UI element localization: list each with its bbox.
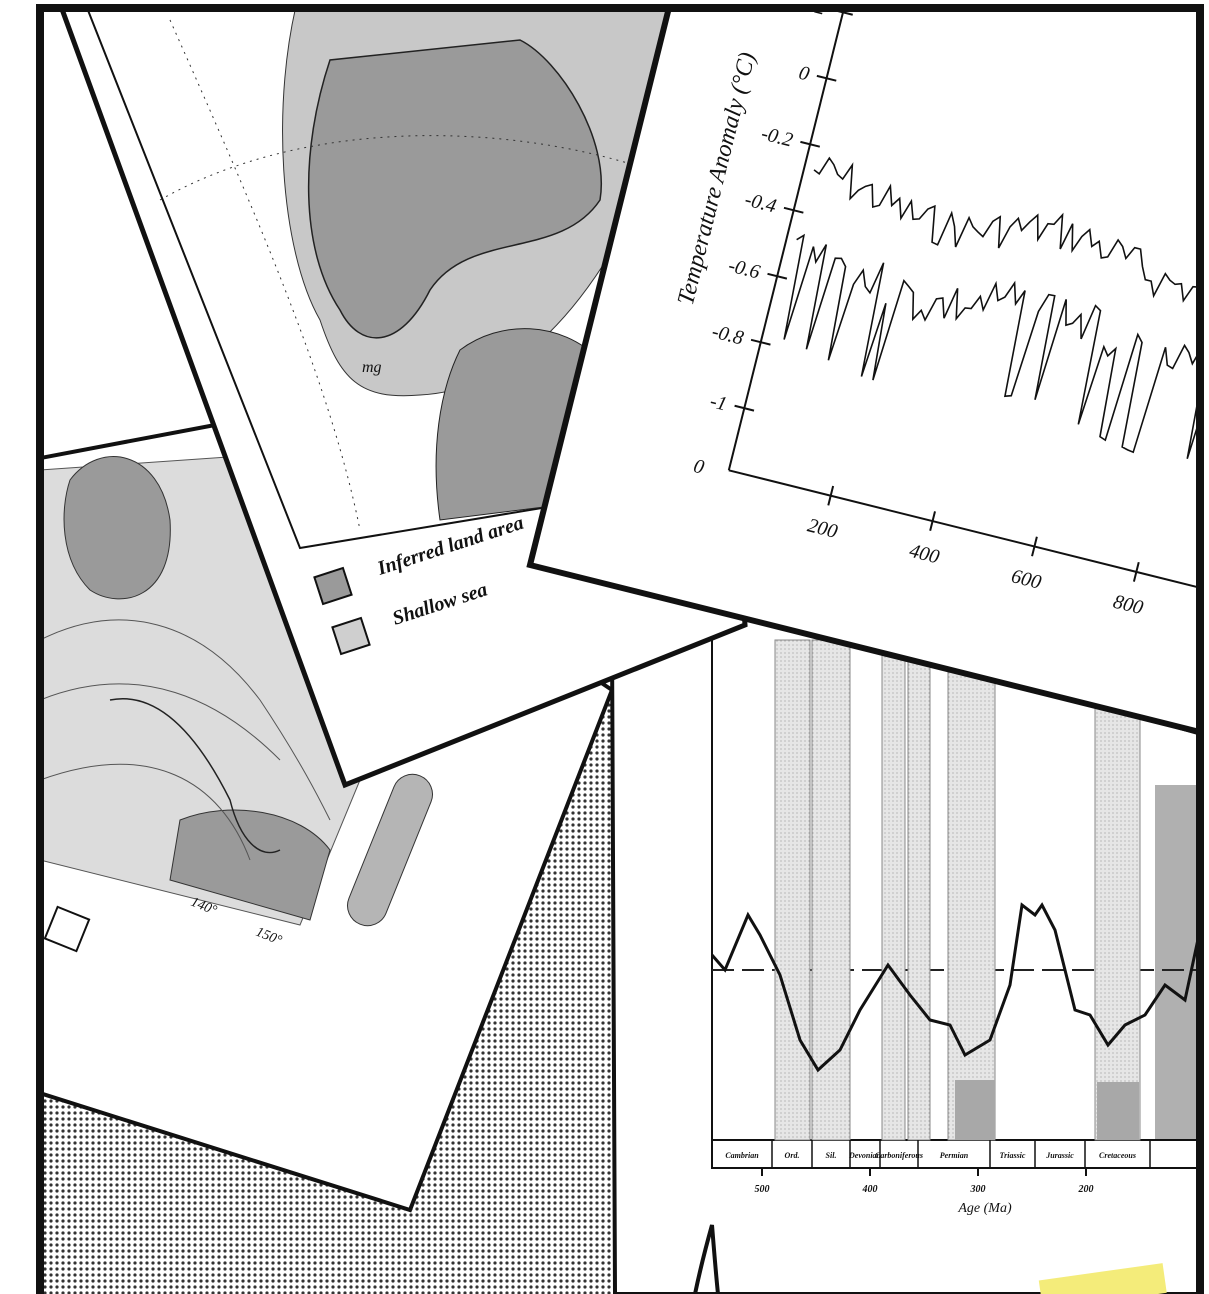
x-axis-label: Age (Ma) (957, 1201, 1012, 1216)
stripe (948, 640, 995, 1140)
x-tick-label: 400 (862, 1184, 878, 1195)
period-label: Jurassic (1045, 1151, 1074, 1160)
shading (955, 1080, 995, 1140)
period-label: Ord. (785, 1151, 800, 1160)
x-tick-label: 300 (970, 1184, 986, 1195)
stripe (908, 640, 930, 1140)
stripe (812, 640, 850, 1140)
period-label: Triassic (1000, 1151, 1026, 1160)
period-label: Cretaceous (1099, 1151, 1136, 1160)
collage: 140° 150° Age (Ma) CambrianOrd.Sil.Devon… (0, 0, 1209, 1294)
period-label: Permian (940, 1151, 969, 1160)
stripe (775, 640, 810, 1140)
stripe (882, 640, 905, 1140)
period-label: Sil. (826, 1151, 837, 1160)
x-tick-label: 200 (1078, 1184, 1094, 1195)
period-label: Carboniferous (875, 1151, 923, 1160)
map-label: mg (362, 359, 382, 376)
shading (1097, 1082, 1139, 1140)
x-tick-label: 500 (755, 1184, 770, 1195)
period-label: Cambrian (725, 1151, 759, 1160)
